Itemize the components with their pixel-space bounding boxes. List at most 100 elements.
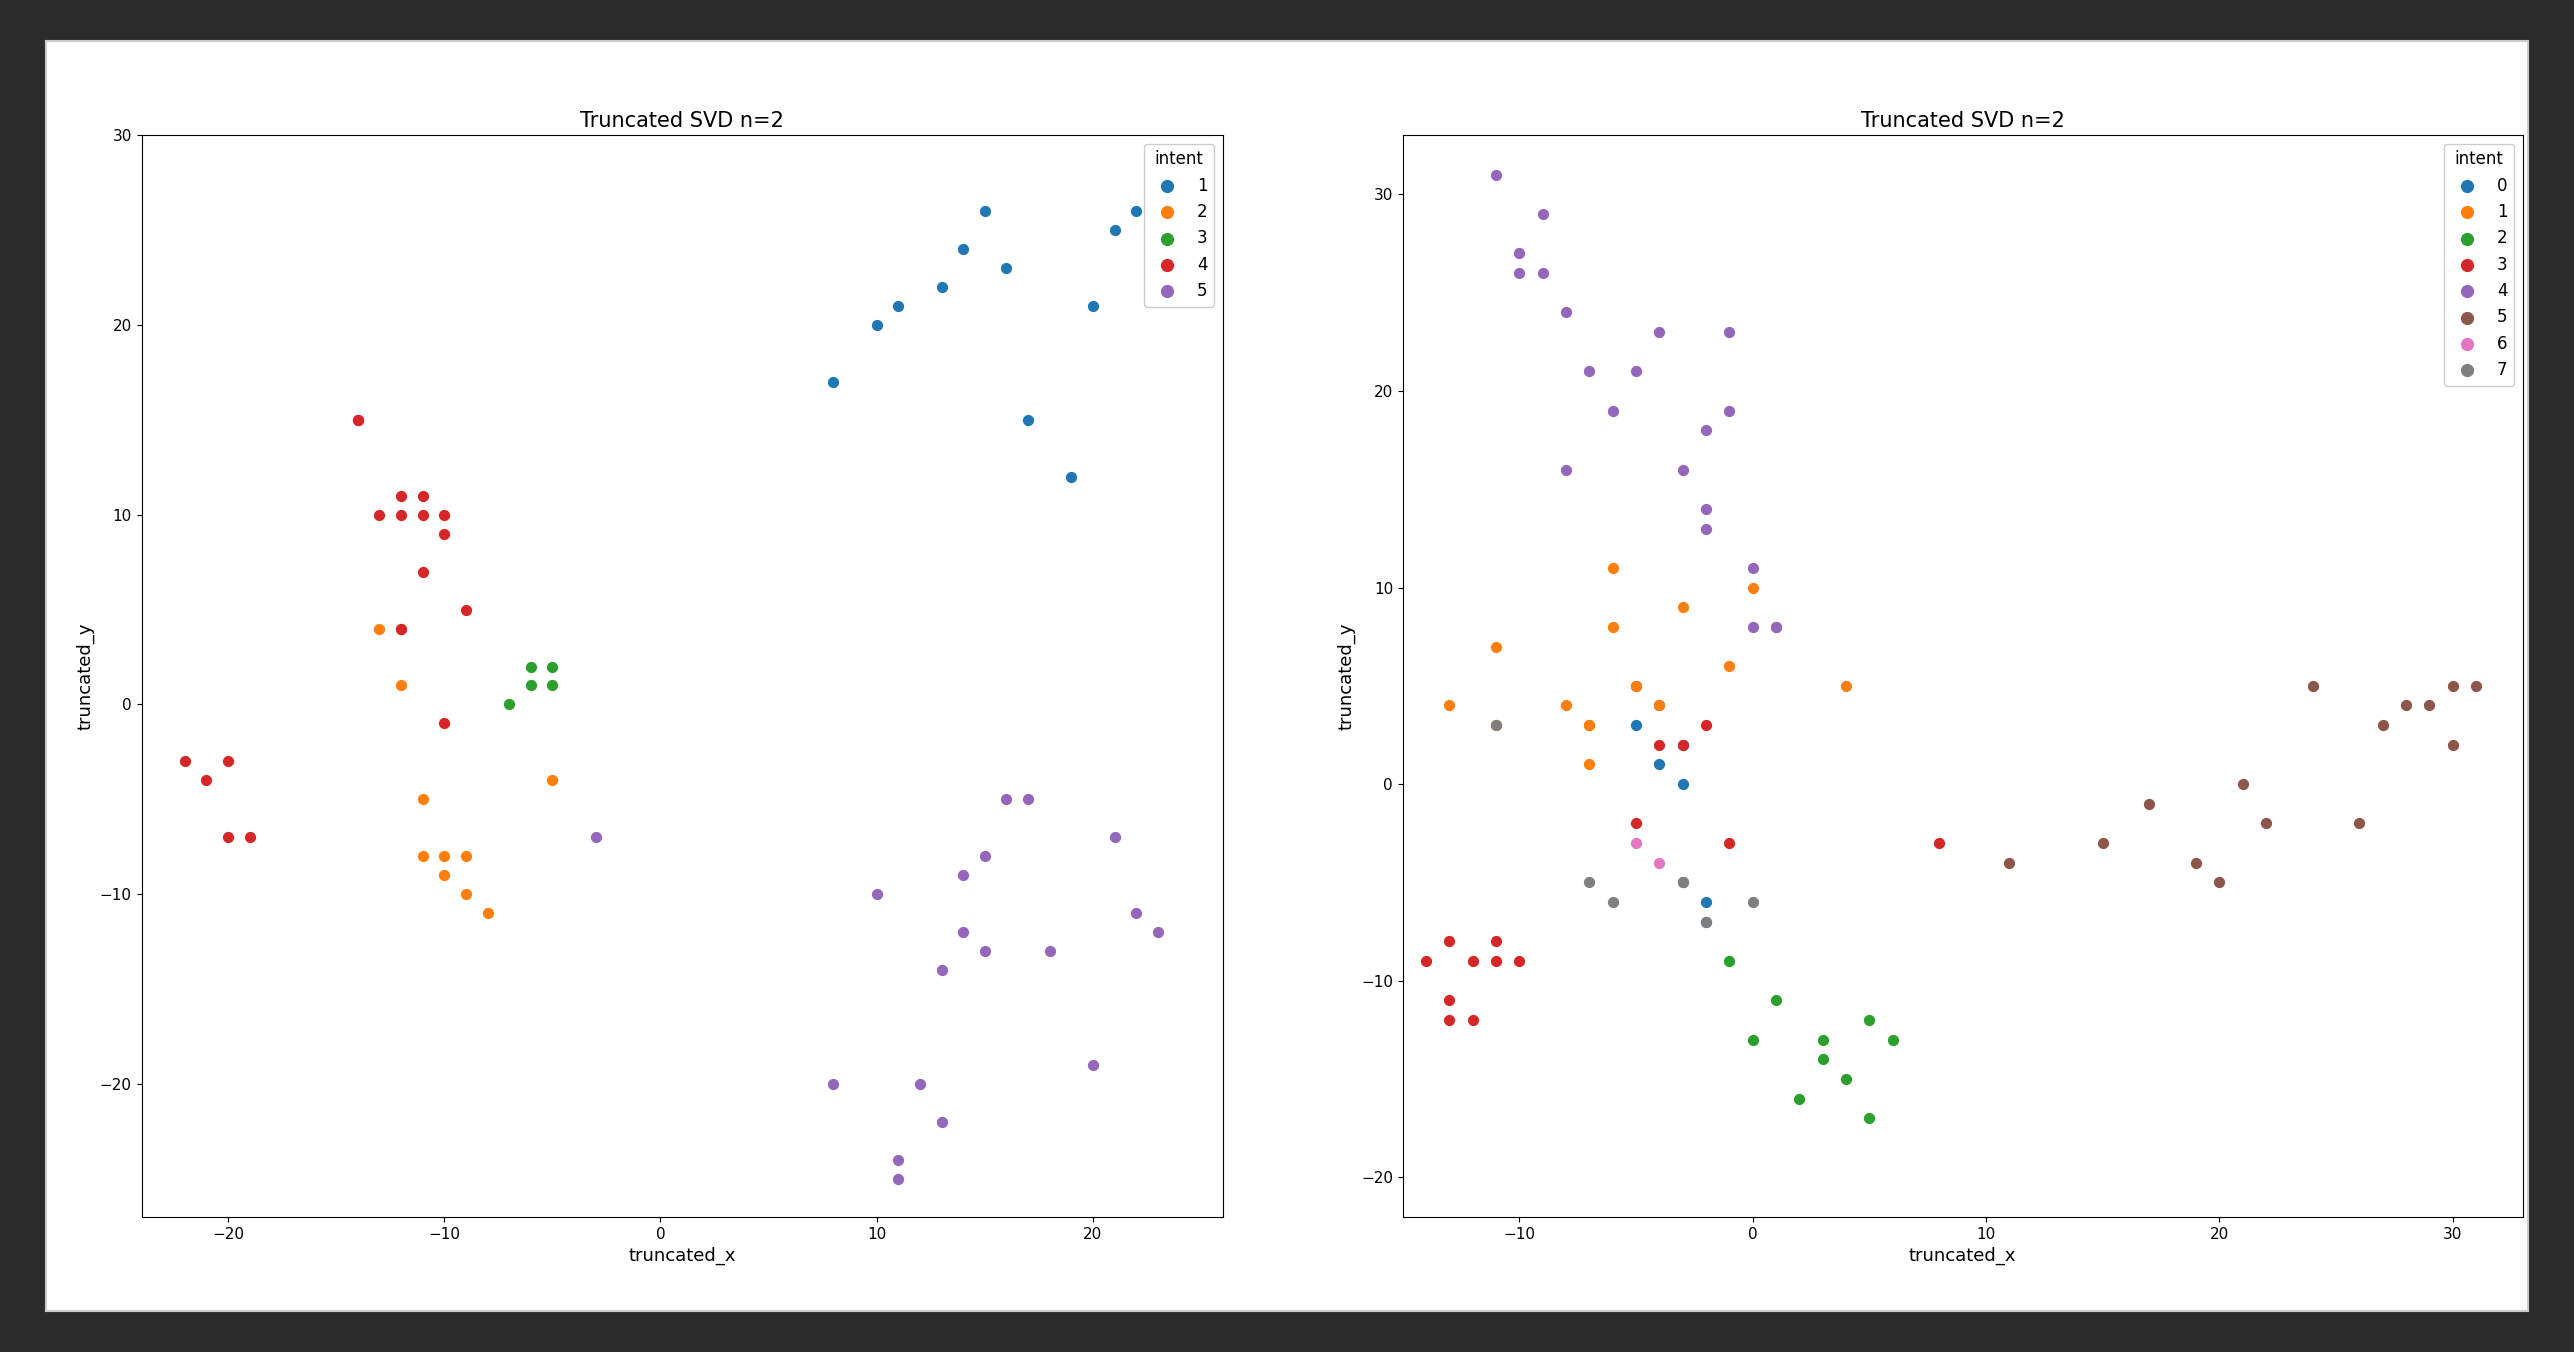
1 — [1593, 557, 1634, 579]
3 — [533, 656, 574, 677]
5 — [1030, 941, 1071, 963]
4 — [1544, 301, 1586, 323]
3 — [1709, 833, 1750, 854]
5 — [1006, 788, 1048, 810]
5 — [2221, 773, 2263, 795]
1 — [857, 314, 898, 335]
5 — [942, 921, 983, 942]
4 — [1709, 320, 1750, 342]
4 — [1709, 400, 1750, 422]
1 — [921, 276, 963, 297]
2 — [1802, 1029, 1843, 1051]
2 — [1848, 1010, 1889, 1032]
5 — [2340, 813, 2381, 834]
3 — [1475, 950, 1516, 972]
2 — [1825, 1068, 1866, 1090]
3 — [510, 675, 551, 696]
5 — [965, 845, 1006, 867]
4 — [208, 826, 250, 848]
4 — [337, 410, 378, 431]
5 — [574, 826, 615, 848]
3 — [1429, 990, 1470, 1011]
3 — [510, 656, 551, 677]
4 — [1521, 262, 1562, 284]
3 — [1663, 734, 1704, 756]
5 — [878, 1149, 919, 1171]
5 — [857, 883, 898, 904]
2 — [381, 675, 422, 696]
2 — [445, 845, 486, 867]
1 — [1570, 714, 1611, 735]
5 — [2456, 675, 2497, 696]
4 — [1732, 557, 1773, 579]
4 — [229, 826, 270, 848]
2 — [1871, 1029, 1912, 1051]
7 — [1732, 891, 1773, 913]
5 — [1138, 921, 1179, 942]
5 — [2432, 675, 2474, 696]
1 — [1073, 295, 1115, 316]
3 — [1429, 930, 1470, 952]
3 — [489, 694, 530, 715]
1 — [1732, 577, 1773, 599]
1 — [1825, 675, 1866, 696]
5 — [898, 1073, 940, 1095]
1 — [965, 200, 1006, 222]
4 — [1544, 458, 1586, 480]
0 — [1663, 773, 1704, 795]
4 — [1663, 458, 1704, 480]
1 — [1006, 410, 1048, 431]
7 — [1686, 911, 1727, 933]
3 — [1429, 1010, 1470, 1032]
0 — [1616, 714, 1658, 735]
2 — [445, 883, 486, 904]
4 — [1521, 203, 1562, 224]
Title: Truncated SVD n=2: Truncated SVD n=2 — [579, 111, 785, 131]
5 — [2198, 872, 2239, 894]
1 — [1709, 656, 1750, 677]
1 — [1593, 617, 1634, 638]
2 — [1802, 1049, 1843, 1071]
4 — [1686, 419, 1727, 441]
1 — [1429, 695, 1470, 717]
0 — [1663, 734, 1704, 756]
4 — [1686, 498, 1727, 519]
7 — [1570, 872, 1611, 894]
3 — [1405, 950, 1447, 972]
5 — [813, 1073, 855, 1095]
5 — [921, 960, 963, 982]
7 — [1663, 872, 1704, 894]
3 — [1498, 950, 1539, 972]
7 — [1593, 891, 1634, 913]
1 — [1570, 753, 1611, 775]
5 — [1094, 826, 1135, 848]
1 — [1755, 617, 1797, 638]
4 — [402, 504, 443, 526]
5 — [2432, 734, 2474, 756]
2 — [425, 864, 466, 886]
2 — [1732, 1029, 1773, 1051]
1 — [1181, 162, 1223, 184]
4 — [1686, 518, 1727, 539]
5 — [965, 941, 1006, 963]
5 — [2291, 675, 2332, 696]
2 — [466, 902, 507, 923]
4 — [165, 750, 206, 772]
4 — [381, 485, 422, 507]
6 — [1616, 833, 1658, 854]
1 — [1570, 714, 1611, 735]
X-axis label: truncated_x: truncated_x — [628, 1247, 736, 1265]
3 — [1452, 1010, 1493, 1032]
5 — [2245, 813, 2286, 834]
2 — [1755, 990, 1797, 1011]
5 — [986, 788, 1027, 810]
4 — [402, 485, 443, 507]
4 — [402, 561, 443, 583]
1 — [1616, 675, 1658, 696]
3 — [1452, 950, 1493, 972]
4 — [1475, 164, 1516, 185]
1 — [1640, 695, 1681, 717]
4 — [1732, 617, 1773, 638]
5 — [2082, 833, 2124, 854]
1 — [878, 295, 919, 316]
